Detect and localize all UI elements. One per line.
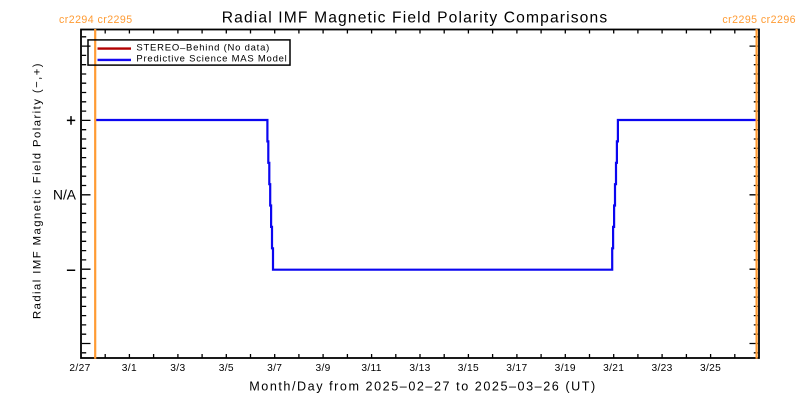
svg-text:3/25: 3/25 — [700, 363, 721, 374]
svg-text:3/23: 3/23 — [651, 363, 672, 374]
svg-text:3/5: 3/5 — [219, 363, 234, 374]
svg-text:N/A: N/A — [53, 188, 77, 203]
svg-text:3/1: 3/1 — [122, 363, 137, 374]
svg-text:2/27: 2/27 — [69, 363, 90, 374]
svg-text:3/15: 3/15 — [458, 363, 479, 374]
svg-text:3/17: 3/17 — [506, 363, 527, 374]
svg-text:3/3: 3/3 — [170, 363, 185, 374]
svg-text:Radial IMF Magnetic Field Pola: Radial IMF Magnetic Field Polarity Compa… — [222, 9, 609, 26]
svg-text:3/9: 3/9 — [315, 363, 330, 374]
svg-text:Month/Day from 2025–02–27 to 2: Month/Day from 2025–02–27 to 2025–03–26 … — [249, 379, 597, 393]
svg-text:3/19: 3/19 — [555, 363, 576, 374]
svg-text:Radial IMF Magnetic Field Pola: Radial IMF Magnetic Field Polarity (−,+) — [32, 62, 44, 319]
svg-text:3/11: 3/11 — [361, 363, 381, 374]
svg-text:Predictive Science MAS Model: Predictive Science MAS Model — [136, 53, 287, 64]
svg-text:STEREO–Behind (No data): STEREO–Behind (No data) — [136, 43, 270, 54]
svg-text:3/21: 3/21 — [603, 363, 624, 374]
svg-text:cr2295 cr2296: cr2295 cr2296 — [722, 14, 796, 26]
svg-text:3/13: 3/13 — [409, 363, 430, 374]
svg-text:cr2294 cr2295: cr2294 cr2295 — [59, 14, 133, 26]
svg-text:3/7: 3/7 — [267, 363, 282, 374]
